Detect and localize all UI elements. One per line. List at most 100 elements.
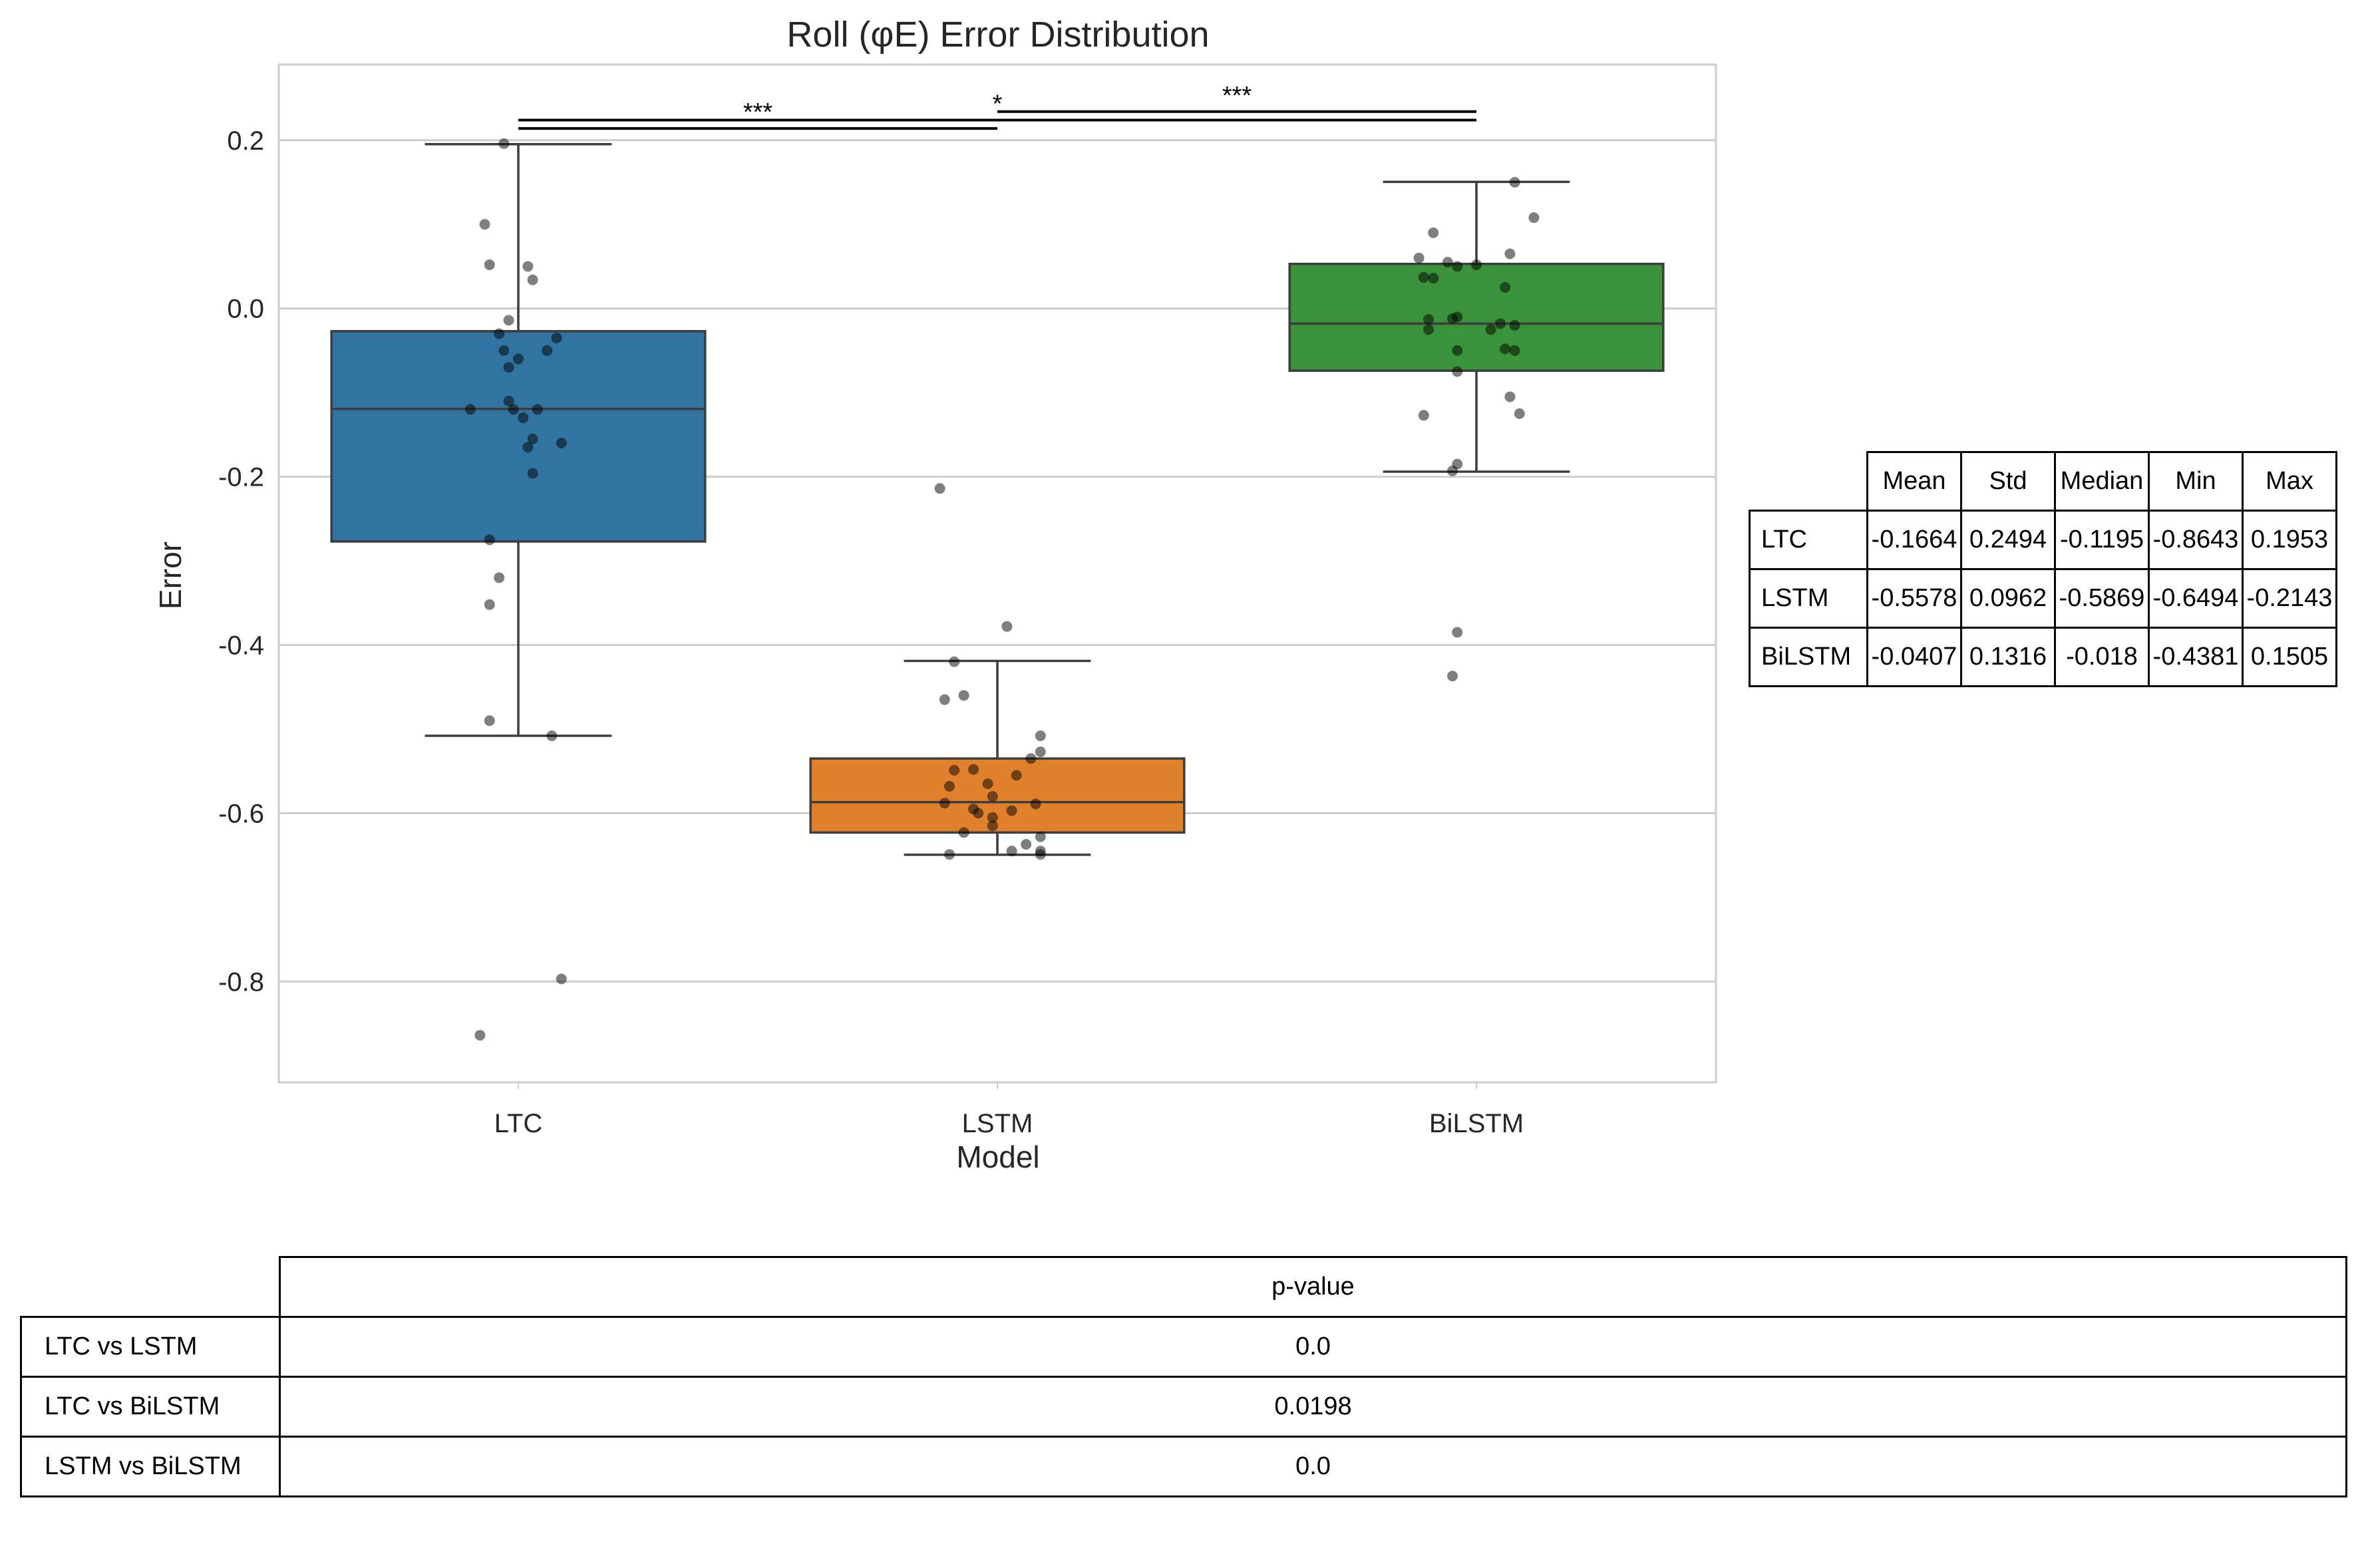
- data-point: [1485, 324, 1496, 335]
- data-point: [1514, 408, 1525, 419]
- data-point: [949, 656, 960, 667]
- x-tick-labels: LTC LSTM BiLSTM: [494, 1082, 1524, 1138]
- data-point: [484, 599, 495, 610]
- data-point: [1006, 846, 1017, 857]
- data-point: [1428, 227, 1439, 238]
- data-point: [1413, 252, 1425, 263]
- data-point: [551, 332, 562, 343]
- pvalue-header-cell: p-value: [279, 1256, 2347, 1318]
- data-point: [527, 468, 538, 479]
- data-point: [1447, 313, 1458, 324]
- stats-value-cell: 0.1953: [2242, 510, 2337, 570]
- data-point: [1006, 805, 1017, 816]
- box-ltc: [330, 330, 707, 543]
- data-point: [1423, 314, 1434, 325]
- data-point: [1452, 261, 1463, 272]
- data-point: [987, 820, 998, 832]
- y-tick-labels: 0.2 0.0 -0.2 -0.4 -0.6 -0.8: [218, 126, 264, 997]
- x-axis-label: Model: [956, 1140, 1039, 1174]
- data-point: [484, 715, 495, 726]
- data-point: [518, 412, 529, 424]
- stats-header-cell: Mean: [1866, 451, 1962, 512]
- data-point: [1528, 212, 1540, 224]
- pvalue-row-label: LSTM vs BiLSTM: [20, 1436, 281, 1497]
- x-tick-label: LTC: [494, 1109, 543, 1138]
- data-point: [498, 345, 510, 356]
- data-point: [1447, 465, 1458, 476]
- pvalue-row-label: LTC vs BiLSTM: [20, 1376, 281, 1438]
- data-point: [987, 791, 998, 802]
- stats-value-cell: 0.1316: [1960, 627, 2056, 687]
- data-point: [1504, 391, 1516, 402]
- significance-label: ***: [743, 98, 773, 126]
- y-tick-label: -0.4: [218, 631, 264, 660]
- x-tick-label: LSTM: [962, 1109, 1033, 1138]
- data-point: [1025, 753, 1037, 764]
- stats-value-cell: 0.2494: [1960, 510, 2056, 570]
- data-point: [532, 404, 543, 415]
- data-point: [1500, 343, 1511, 355]
- stats-value-cell: -0.018: [2054, 627, 2150, 687]
- stats-value-cell: -0.5578: [1866, 568, 1962, 629]
- data-point: [982, 778, 993, 790]
- data-point: [1509, 345, 1520, 356]
- data-point: [1471, 259, 1482, 270]
- data-point: [1001, 621, 1013, 632]
- data-point: [556, 438, 567, 449]
- data-point: [494, 328, 505, 339]
- data-point: [503, 315, 514, 326]
- data-point: [949, 764, 960, 776]
- data-point: [1442, 257, 1453, 268]
- data-point: [1452, 366, 1463, 377]
- stats-row-label: LTC: [1749, 510, 1868, 570]
- y-tick-label: -0.2: [218, 463, 264, 492]
- stats-row-label: LSTM: [1749, 568, 1868, 629]
- data-point: [1428, 273, 1439, 284]
- data-point: [527, 433, 538, 444]
- data-point: [1509, 177, 1520, 188]
- stats-value-cell: -0.6494: [2148, 568, 2244, 629]
- chart-title: Roll (φE) Error Distribution: [786, 15, 1209, 55]
- data-point: [503, 362, 514, 373]
- data-point: [494, 572, 505, 583]
- strip-points: [465, 138, 1540, 1041]
- data-point: [513, 353, 524, 365]
- data-point: [546, 730, 558, 742]
- y-tick-label: 0.2: [227, 126, 264, 156]
- data-point: [474, 1030, 486, 1041]
- boxes: [330, 142, 1665, 856]
- data-point: [1418, 410, 1429, 421]
- data-point: [527, 274, 538, 285]
- y-tick-label: 0.0: [227, 295, 264, 324]
- significance-label: *: [993, 90, 1003, 118]
- data-point: [958, 690, 969, 701]
- stats-value-cell: -0.1664: [1866, 510, 1962, 570]
- data-point: [1423, 324, 1434, 335]
- data-point: [508, 404, 519, 415]
- data-point: [479, 219, 490, 230]
- data-point: [1500, 282, 1511, 293]
- pvalue-row-label: LTC vs LSTM: [20, 1316, 281, 1378]
- data-point: [1509, 319, 1520, 331]
- data-point: [503, 395, 514, 406]
- significance-annotations: *******: [518, 82, 1476, 130]
- stats-header-cell: Max: [2242, 451, 2337, 512]
- y-tick-label: -0.6: [218, 799, 264, 828]
- pvalue-value-cell: 0.0: [279, 1436, 2347, 1497]
- stats-header-cell: Median: [2054, 451, 2150, 512]
- data-point: [498, 138, 510, 149]
- data-point: [1495, 318, 1506, 329]
- stats-value-cell: -0.2143: [2242, 568, 2337, 629]
- y-axis-label: Error: [153, 542, 188, 609]
- data-point: [1418, 271, 1429, 283]
- data-point: [542, 345, 553, 356]
- stats-row-label: BiLSTM: [1749, 627, 1868, 687]
- data-point: [1447, 671, 1458, 682]
- data-point: [1035, 831, 1046, 842]
- significance-label: ***: [1222, 82, 1252, 110]
- x-tick-label: BiLSTM: [1429, 1109, 1524, 1138]
- data-point: [958, 827, 969, 838]
- data-point: [465, 404, 476, 415]
- data-point: [944, 849, 955, 860]
